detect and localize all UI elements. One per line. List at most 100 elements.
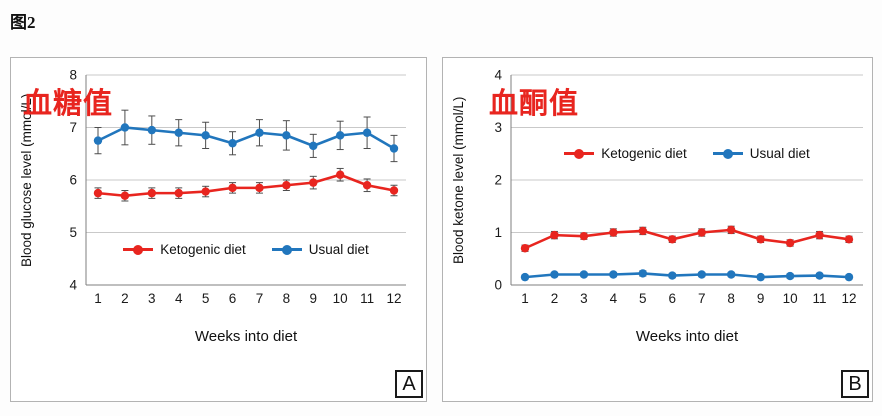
data-point [282, 181, 291, 190]
y-tick-label: 6 [69, 173, 77, 188]
x-axis-label-a: Weeks into diet [194, 328, 298, 345]
x-tick-label: 6 [669, 291, 677, 306]
data-point [756, 235, 765, 244]
data-point [638, 226, 648, 236]
series-ketogenic [93, 167, 399, 202]
usual-line-marker-icon [271, 248, 302, 251]
legend-label-usual-b: Usual diet [749, 146, 810, 161]
x-tick-label: 4 [610, 291, 618, 306]
y-tick-label: 0 [494, 278, 502, 293]
data-point [844, 235, 854, 244]
y-tick-label: 5 [69, 225, 77, 240]
x-tick-label: 6 [229, 291, 237, 306]
series-usual [520, 269, 854, 282]
ketogenic-line-marker-icon [123, 248, 154, 251]
data-point [282, 131, 291, 140]
x-tick-label: 8 [727, 291, 735, 306]
data-point [697, 270, 706, 279]
x-tick-label: 5 [202, 291, 210, 306]
y-tick-label: 7 [69, 120, 77, 135]
data-point [815, 271, 824, 280]
data-point [668, 271, 677, 280]
y-tick-label: 4 [494, 68, 502, 83]
data-point [174, 188, 183, 198]
data-point [697, 228, 706, 237]
data-point [609, 228, 618, 237]
data-point [255, 183, 264, 193]
data-point [309, 178, 318, 187]
data-point [93, 136, 103, 145]
figure-caption: 图2 [10, 13, 36, 32]
x-tick-label: 9 [757, 291, 765, 306]
x-tick-label: 3 [580, 291, 588, 306]
data-point [228, 183, 237, 193]
x-tick-label: 5 [639, 291, 647, 306]
data-point [174, 128, 183, 137]
data-point [120, 123, 130, 132]
panel-b: 0 1 2 3 4 1 2 3 4 5 6 7 8 9 10 11 12 Blood ketone level … [442, 57, 873, 402]
data-point [228, 139, 237, 148]
data-point [638, 269, 648, 278]
data-point [147, 125, 157, 135]
data-point [550, 270, 559, 279]
y-tick-label: 8 [69, 68, 77, 83]
gridlines [85, 74, 406, 286]
x-tick-label: 2 [121, 291, 129, 306]
usual-line-marker-icon [712, 152, 743, 155]
gridlines [510, 74, 863, 286]
y-tick-label: 1 [494, 225, 502, 240]
x-tick-label: 2 [551, 291, 559, 306]
y-tick-label: 2 [494, 173, 502, 188]
legend-label-ketogenic-a: Ketogenic diet [160, 242, 246, 257]
x-tick-label: 8 [283, 291, 291, 306]
data-point [726, 225, 736, 235]
data-point [520, 272, 530, 282]
y-axis-label-b: Blood ketone level (mmol/L) [451, 96, 466, 264]
panel-a: 4 5 6 7 8 1 2 3 4 5 6 7 8 9 10 11 12 Blood glucose level… [10, 57, 427, 402]
series-ketogenic [520, 225, 854, 253]
data-point [335, 170, 345, 179]
data-point [201, 187, 210, 196]
data-point [389, 186, 399, 195]
legend-label-ketogenic-b: Ketogenic diet [601, 146, 687, 161]
data-point [579, 231, 589, 241]
legend-item-usual-a: Usual diet [271, 242, 369, 257]
data-point [309, 141, 318, 151]
x-tick-label: 4 [175, 291, 183, 306]
data-point [756, 272, 765, 282]
x-tick-label: 11 [813, 291, 827, 306]
data-point [389, 144, 399, 153]
y-tick-label: 3 [494, 120, 502, 135]
panel-letter-a: A [395, 370, 423, 398]
data-point [815, 230, 824, 240]
data-point [201, 131, 210, 140]
series-usual [93, 109, 399, 163]
data-point [362, 181, 372, 190]
ketogenic-line-marker-icon [564, 152, 595, 155]
y-tick-label: 4 [69, 278, 77, 293]
x-tick-label: 12 [841, 291, 856, 306]
legend-item-ketogenic-a: Ketogenic diet [123, 242, 246, 257]
data-point [335, 131, 345, 140]
data-point [255, 128, 264, 137]
data-point [668, 235, 677, 244]
x-axis-label-b: Weeks into diet [635, 328, 739, 345]
data-point [147, 188, 157, 198]
data-point [785, 271, 795, 281]
legend-a: Ketogenic diet Usual diet [86, 242, 406, 257]
legend-label-usual-a: Usual diet [308, 242, 369, 257]
annotation-blood-glucose: 血糖值 [23, 88, 114, 120]
data-point [362, 128, 372, 137]
annotation-blood-ketone: 血酮值 [489, 88, 580, 120]
x-tick-label: 10 [333, 291, 348, 306]
data-point [726, 270, 736, 279]
x-tick-label: 1 [521, 291, 529, 306]
data-point [550, 230, 559, 240]
x-tick-label: 9 [310, 291, 318, 306]
data-point [844, 272, 854, 282]
panel-letter-b: B [841, 370, 869, 398]
x-tick-label: 10 [783, 291, 798, 306]
x-tick-label: 7 [256, 291, 264, 306]
